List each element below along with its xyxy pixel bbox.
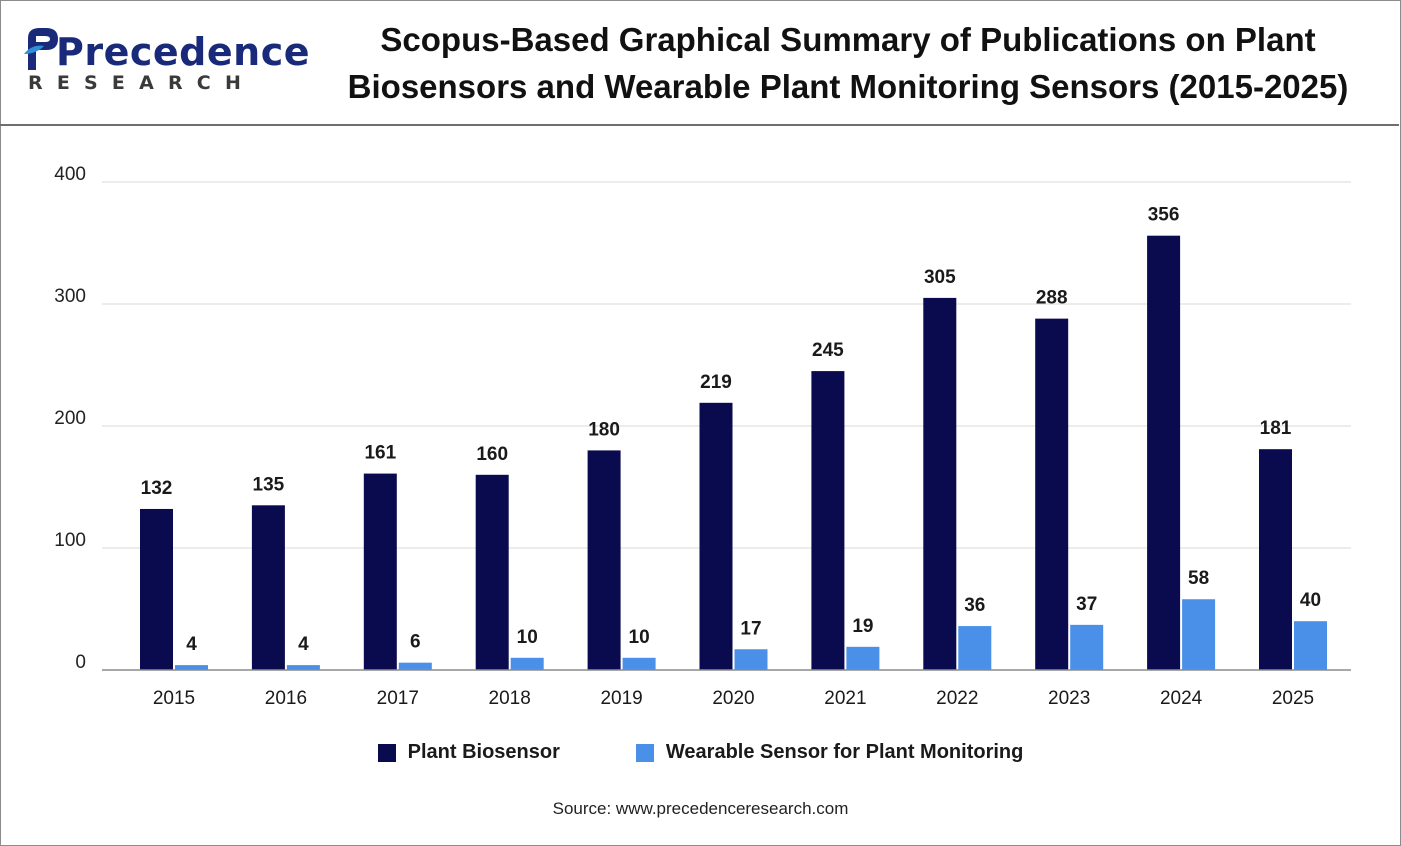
- data-label: 180: [588, 419, 620, 440]
- data-label: 4: [298, 634, 309, 655]
- legend-swatch-wearable-sensor: [635, 743, 654, 762]
- bar: [1294, 621, 1327, 670]
- y-tick-label: 0: [75, 652, 86, 673]
- brand-subname: RESEARCH: [28, 72, 256, 94]
- bar: [175, 665, 208, 670]
- x-tick-label: 2015: [153, 688, 195, 709]
- x-tick-label: 2021: [824, 688, 866, 709]
- bar: [923, 297, 957, 670]
- bar: [1070, 624, 1104, 670]
- data-label: 37: [1076, 594, 1097, 615]
- data-label: 6: [410, 632, 421, 653]
- data-label: 135: [253, 474, 285, 495]
- source-note: Source: www.precedenceresearch.com: [552, 799, 849, 818]
- brand-name: Precedence: [56, 30, 310, 74]
- data-label: 181: [1260, 418, 1292, 439]
- x-tick-label: 2019: [600, 688, 642, 709]
- bar: [811, 371, 845, 670]
- bar: [958, 626, 992, 670]
- data-label: 245: [812, 340, 844, 361]
- bar: [1035, 318, 1069, 670]
- header: Precedence RESEARCH Scopus-Based Graphic…: [0, 0, 1399, 126]
- data-label: 161: [364, 443, 396, 464]
- x-tick-label: 2017: [377, 688, 419, 709]
- bar: [699, 402, 733, 670]
- bar: [140, 508, 173, 670]
- bar: [286, 665, 320, 670]
- data-label: 36: [964, 595, 985, 616]
- y-tick-label: 200: [54, 408, 86, 429]
- bar: [1182, 599, 1216, 670]
- data-label: 160: [476, 444, 508, 465]
- x-tick-label: 2020: [712, 688, 754, 709]
- data-label: 219: [700, 372, 732, 393]
- chart-title: Scopus-Based Graphical Summary of Public…: [318, 16, 1378, 110]
- data-label: 356: [1148, 205, 1180, 226]
- legend: Plant Biosensor Wearable Sensor for Plan…: [0, 741, 1401, 764]
- legend-swatch-plant-biosensor: [377, 743, 396, 762]
- bar: [587, 450, 621, 670]
- x-tick-label: 2025: [1272, 688, 1314, 709]
- bar: [734, 649, 768, 670]
- bar: [398, 662, 432, 670]
- data-label: 288: [1036, 288, 1068, 309]
- x-tick-label: 2022: [936, 688, 978, 709]
- bar: [1259, 449, 1292, 670]
- y-tick-label: 300: [54, 286, 86, 307]
- x-tick-label: 2023: [1048, 688, 1090, 709]
- leaf-logo-icon: [24, 28, 58, 70]
- data-label: 19: [852, 616, 873, 637]
- data-label: 4: [186, 634, 197, 655]
- data-label: 17: [740, 618, 761, 639]
- brand-logo: Precedence RESEARCH: [22, 24, 310, 100]
- legend-label-plant-biosensor: Plant Biosensor: [407, 741, 560, 763]
- x-tick-label: 2018: [489, 688, 531, 709]
- bar: [622, 657, 656, 670]
- bar: [510, 657, 544, 670]
- x-tick-label: 2024: [1160, 688, 1203, 709]
- chart-title-line-1: Scopus-Based Graphical Summary of Public…: [380, 21, 1316, 58]
- legend-item-plant-biosensor: Plant Biosensor: [377, 741, 560, 764]
- chart-title-line-2: Biosensors and Wearable Plant Monitoring…: [347, 68, 1349, 105]
- y-tick-label: 100: [54, 530, 86, 551]
- data-label: 132: [141, 478, 173, 499]
- data-label: 10: [517, 627, 538, 648]
- bar: [475, 474, 509, 670]
- x-tick-label: 2016: [265, 688, 307, 709]
- data-label: 58: [1188, 568, 1209, 589]
- bar: [363, 473, 397, 670]
- y-tick-label: 400: [54, 164, 86, 185]
- bar: [251, 505, 285, 670]
- bar: [846, 646, 880, 670]
- legend-item-wearable-sensor: Wearable Sensor for Plant Monitoring: [635, 741, 1024, 764]
- bar: [1147, 235, 1181, 670]
- data-label: 305: [924, 267, 956, 288]
- legend-label-wearable-sensor: Wearable Sensor for Plant Monitoring: [665, 741, 1024, 763]
- data-label: 10: [629, 627, 650, 648]
- data-label: 40: [1300, 590, 1321, 611]
